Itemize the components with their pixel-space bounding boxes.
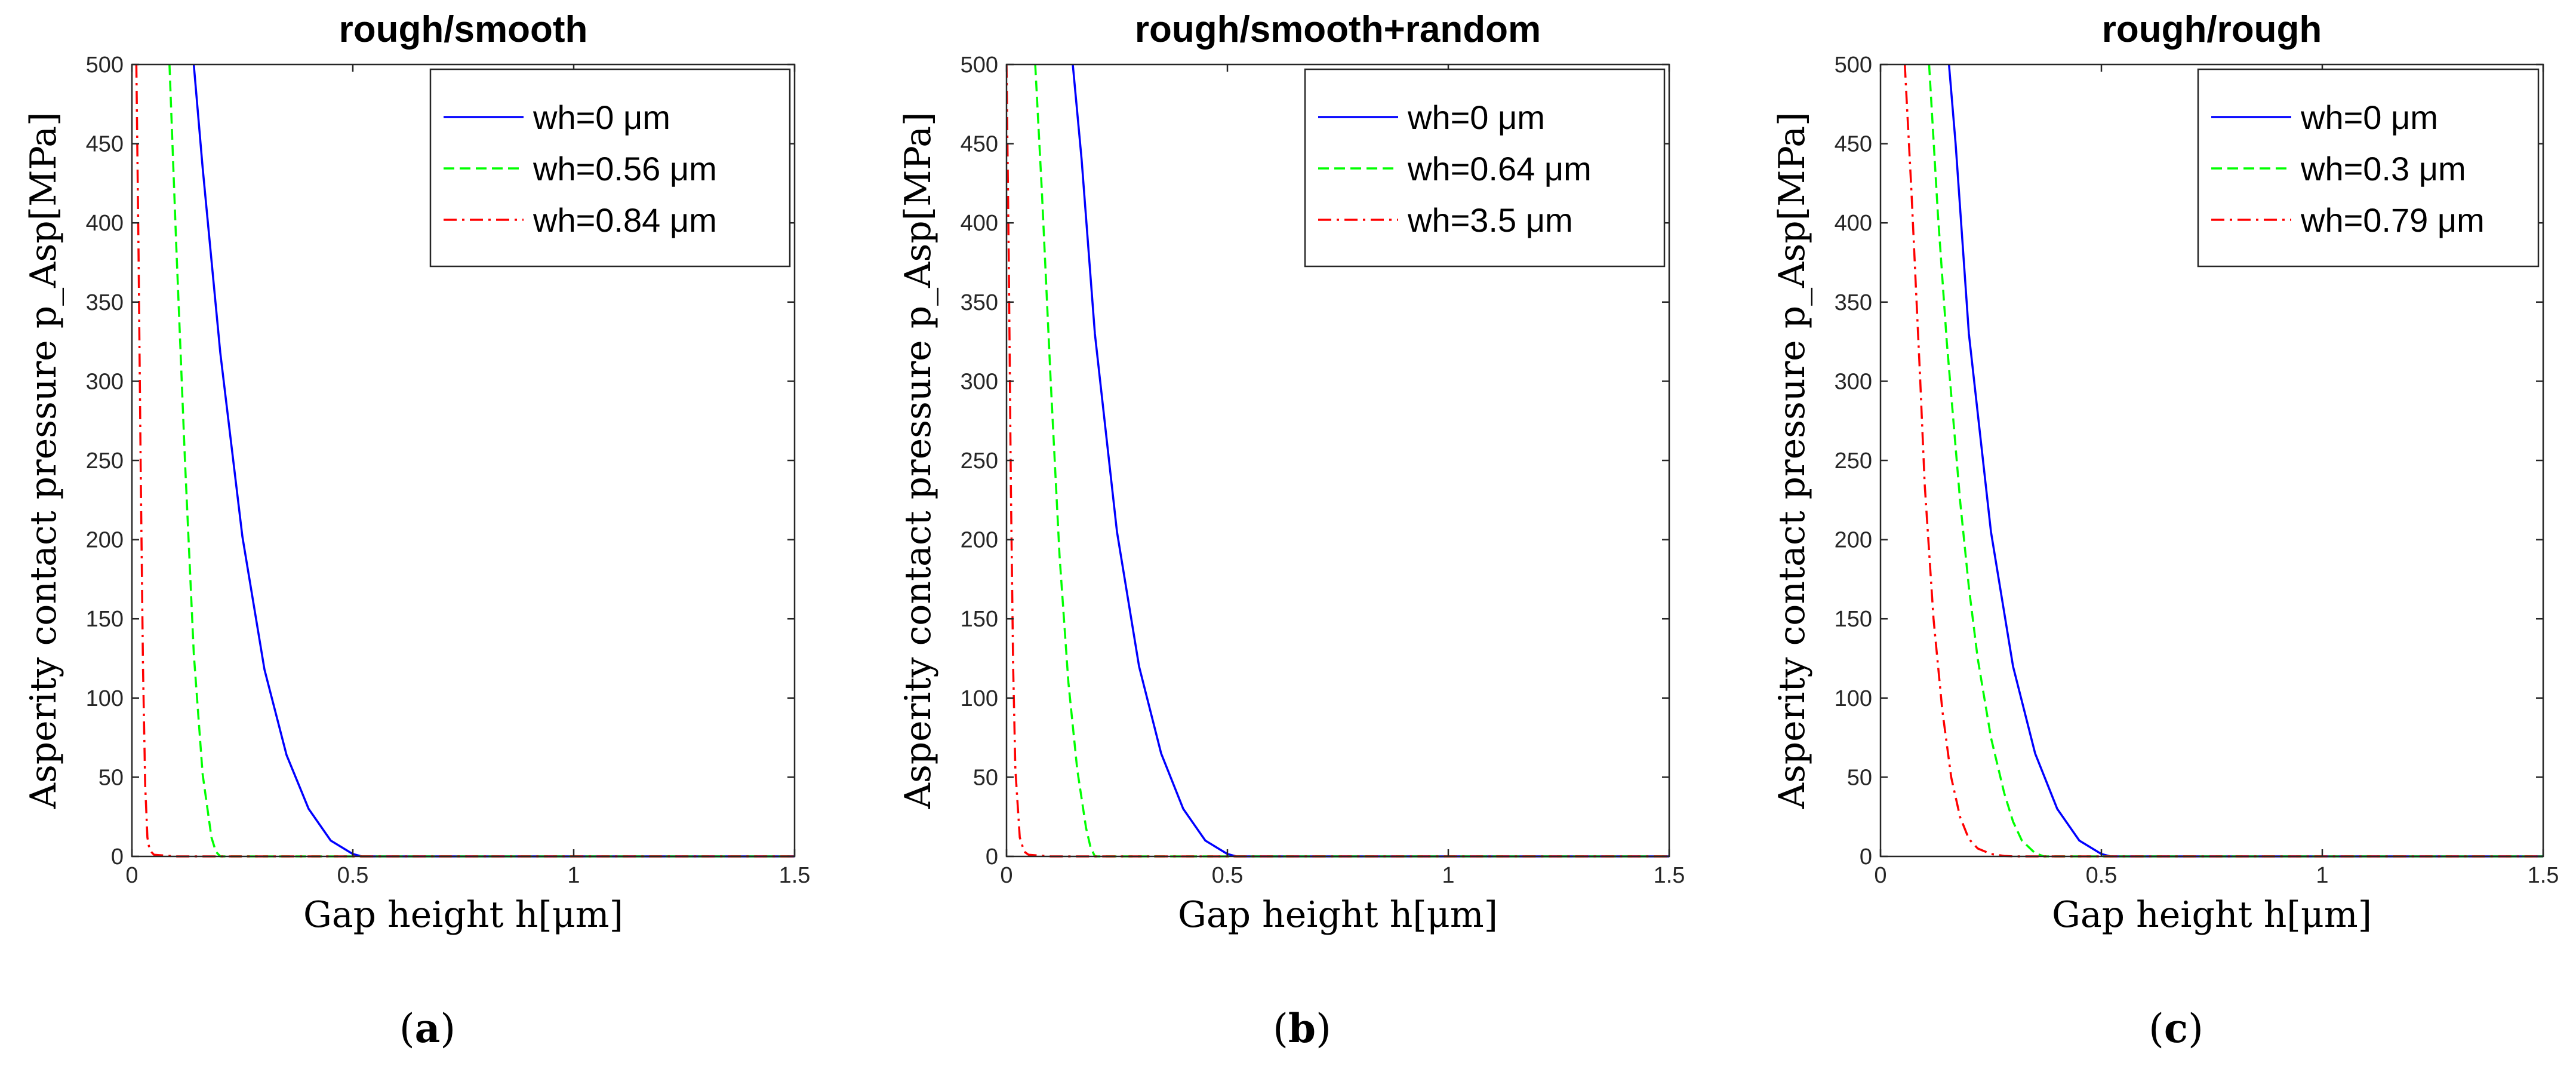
x-axis-label: Gap height h[μm] [303, 894, 623, 936]
y-tick-label: 400 [86, 211, 124, 236]
chart-title: rough/rough [2102, 9, 2322, 50]
x-tick-label: 0 [1874, 863, 1886, 888]
legend: wh=0 μm wh=0.3 μm wh=0.79 μm [2197, 68, 2540, 268]
y-tick-label: 300 [1835, 369, 1872, 394]
chart-panel-2: 0 50 100 150 200 250 300 350 400 450 500 0 0.5 1 1.5 ro… [897, 9, 1685, 1052]
panel-caption: (b) [1273, 1005, 1331, 1052]
y-tick-label: 400 [1835, 211, 1872, 236]
y-tick-label: 200 [86, 528, 124, 553]
chart-title: rough/smooth [339, 9, 588, 50]
y-tick-label: 200 [961, 528, 998, 553]
x-axis-label: Gap height h[μm] [2052, 894, 2372, 936]
legend-entry-label: wh=0.3 μm [2300, 150, 2466, 188]
legend: wh=0 μm wh=0.64 μm wh=3.5 μm [1304, 68, 1666, 268]
y-tick-label: 100 [961, 686, 998, 711]
y-tick-label: 500 [1835, 53, 1872, 78]
legend-entry-label: wh=0.56 μm [533, 150, 717, 188]
y-tick-label: 500 [86, 53, 124, 78]
x-tick-label: 1.5 [2528, 863, 2559, 888]
y-tick-label: 350 [86, 290, 124, 315]
x-tick-label: 0 [125, 863, 138, 888]
y-tick-label: 450 [86, 132, 124, 157]
y-tick-label: 350 [1835, 290, 1872, 315]
legend-box [1304, 68, 1666, 268]
legend-entry-label: wh=0.84 μm [533, 201, 717, 239]
y-tick-label: 100 [1835, 686, 1872, 711]
legend-box [429, 68, 791, 268]
y-tick-label: 450 [1835, 132, 1872, 157]
y-tick-label: 150 [961, 607, 998, 632]
y-tick-label: 150 [86, 607, 124, 632]
y-tick-label: 450 [961, 132, 998, 157]
y-tick-label: 400 [961, 211, 998, 236]
panel-caption: (c) [2149, 1005, 2203, 1052]
y-tick-label: 300 [86, 369, 124, 394]
y-tick-label: 200 [1835, 528, 1872, 553]
chart-title: rough/smooth+random [1135, 9, 1541, 50]
y-tick-label: 50 [1847, 765, 1872, 790]
x-tick-label: 0.5 [337, 863, 369, 888]
x-tick-label: 0.5 [2086, 863, 2118, 888]
legend-entry-label: wh=3.5 μm [1407, 201, 1573, 239]
x-axis-label: Gap height h[μm] [1178, 894, 1498, 936]
legend-box [2197, 68, 2540, 268]
y-tick-label: 50 [973, 765, 998, 790]
x-tick-label: 0.5 [1212, 863, 1244, 888]
y-tick-label: 150 [1835, 607, 1872, 632]
y-tick-label: 250 [1835, 449, 1872, 474]
legend-entry-label: wh=0 μm [1407, 99, 1545, 136]
y-tick-label: 350 [961, 290, 998, 315]
y-axis-label: Asperity contact pressure p_Asp[MPa] [23, 112, 64, 810]
x-tick-label: 1 [567, 863, 580, 888]
y-tick-label: 250 [961, 449, 998, 474]
x-tick-label: 0 [1000, 863, 1012, 888]
x-tick-label: 1 [1442, 863, 1454, 888]
legend-entry-label: wh=0 μm [533, 99, 670, 136]
y-tick-label: 50 [99, 765, 124, 790]
x-tick-label: 1.5 [1654, 863, 1685, 888]
series-line-2 [1928, 64, 2543, 858]
chart-panel-1: 0 50 100 150 200 250 300 350 400 450 500 0 0.5 1 1.5 ro… [23, 9, 810, 1052]
y-tick-label: 250 [86, 449, 124, 474]
y-tick-label: 0 [1860, 844, 1872, 870]
y-axis-label: Asperity contact pressure p_Asp[MPa] [1771, 112, 1813, 810]
x-tick-label: 1.5 [779, 863, 811, 888]
legend-entry-label: wh=0 μm [2300, 99, 2438, 136]
legend-entry-label: wh=0.79 μm [2300, 201, 2485, 239]
chart-panel-3: 0 50 100 150 200 250 300 350 400 450 500 0 0.5 1 1.5 ro… [1771, 9, 2559, 1052]
y-tick-label: 100 [86, 686, 124, 711]
y-tick-label: 300 [961, 369, 998, 394]
legend-entry-label: wh=0.64 μm [1407, 150, 1592, 188]
y-tick-label: 0 [986, 844, 998, 870]
x-tick-label: 1 [2316, 863, 2328, 888]
y-tick-label: 0 [111, 844, 124, 870]
y-tick-label: 500 [961, 53, 998, 78]
legend: wh=0 μm wh=0.56 μm wh=0.84 μm [429, 68, 791, 268]
panel-caption: (a) [399, 1005, 456, 1052]
y-axis-label: Asperity contact pressure p_Asp[MPa] [897, 112, 939, 810]
